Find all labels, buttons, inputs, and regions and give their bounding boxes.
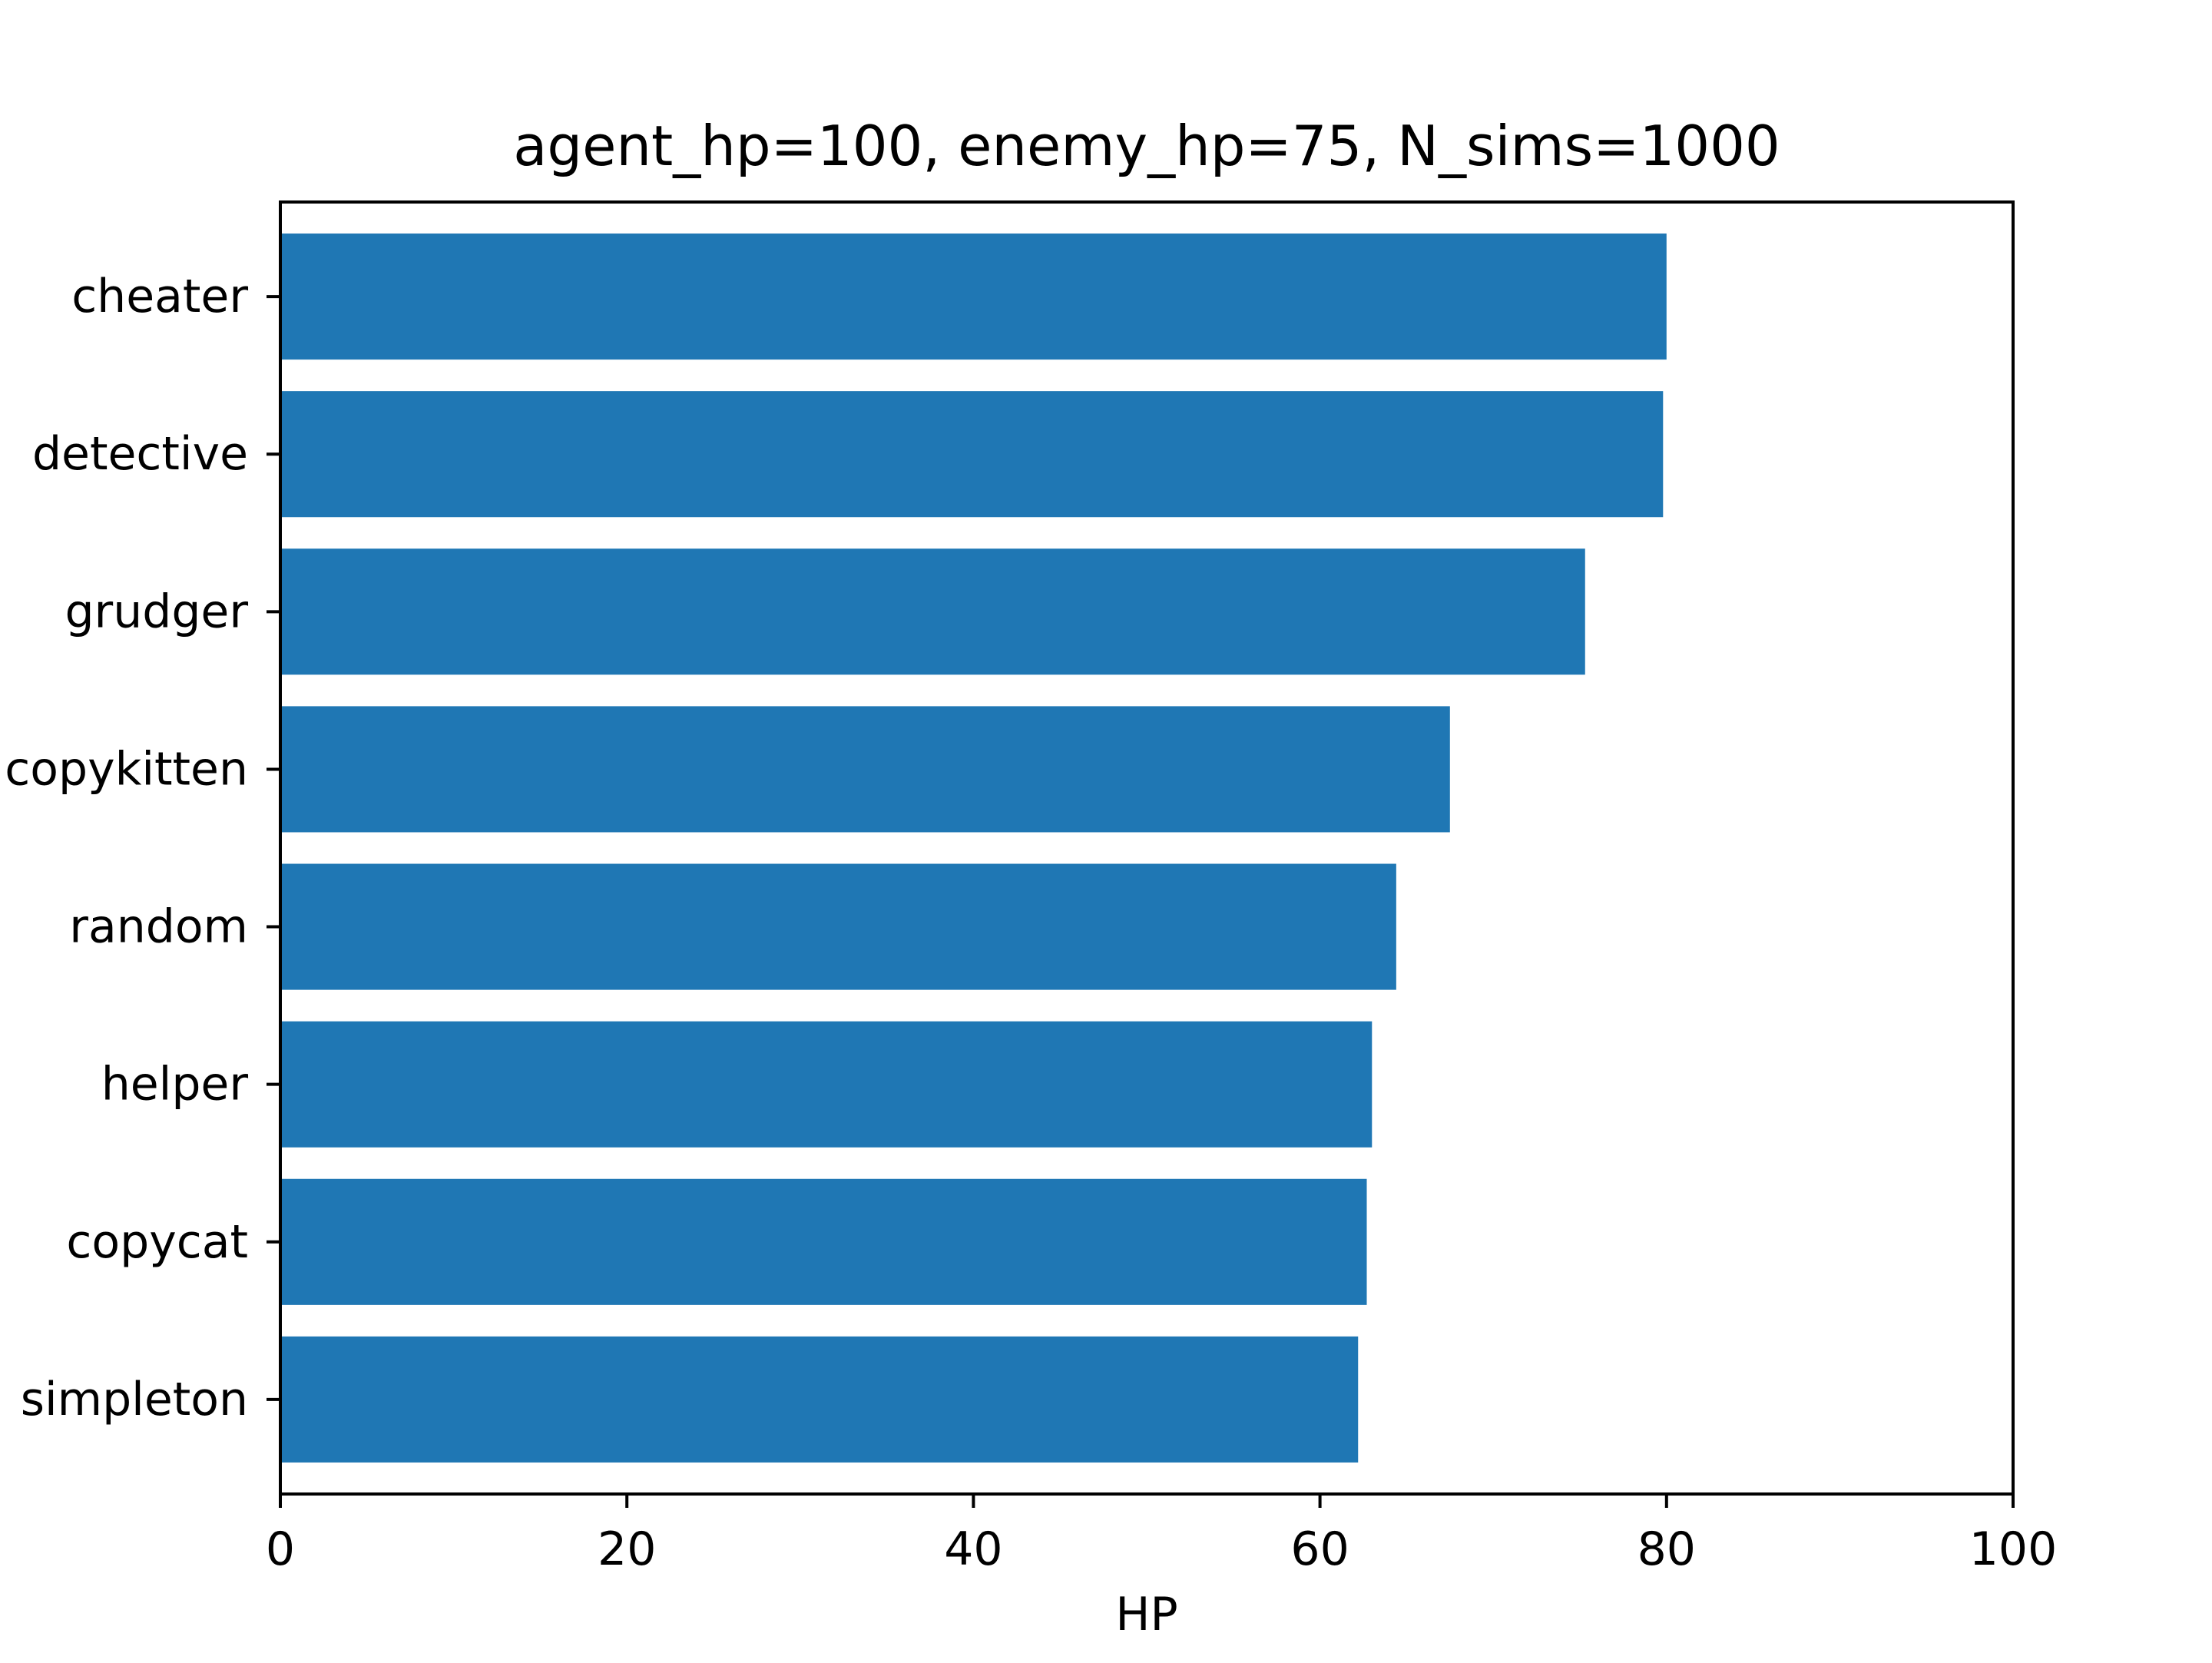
x-axis: 0 20 40 60 80 100 — [266, 1494, 2057, 1576]
bar-detective — [280, 391, 1664, 518]
plot-frame — [279, 200, 2015, 1496]
bar-copycat — [280, 1178, 1367, 1305]
x-axis-label: HP — [1115, 1588, 1177, 1641]
y-tick-label: cheater — [71, 270, 248, 323]
y-tick-label: copycat — [66, 1215, 248, 1269]
bar-random — [280, 863, 1396, 990]
bar-helper — [280, 1021, 1373, 1148]
x-tick-label: 0 — [266, 1522, 295, 1576]
x-tick-label: 80 — [1637, 1522, 1696, 1576]
y-tick-label: simpleton — [21, 1373, 248, 1426]
y-axis: cheater detective grudger copykitten random h… — [5, 270, 280, 1426]
bar-simpleton — [280, 1336, 1359, 1463]
y-tick-label: random — [69, 900, 248, 954]
bars-group — [280, 234, 1667, 1463]
bar-cheater — [280, 234, 1667, 360]
y-tick-label: detective — [32, 427, 248, 481]
x-tick-label: 20 — [598, 1522, 656, 1576]
x-tick-label: 60 — [1290, 1522, 1349, 1576]
x-tick-label: 100 — [1969, 1522, 2058, 1576]
chart-title: agent_hp=100, enemy_hp=75, N_sims=1000 — [513, 114, 1780, 178]
y-tick-label: grudger — [65, 585, 248, 638]
bar-copykitten — [280, 706, 1450, 833]
bar-grudger — [280, 548, 1585, 675]
y-tick-label: helper — [101, 1058, 249, 1111]
y-tick-label: copykitten — [5, 742, 248, 796]
x-tick-label: 40 — [944, 1522, 1002, 1576]
